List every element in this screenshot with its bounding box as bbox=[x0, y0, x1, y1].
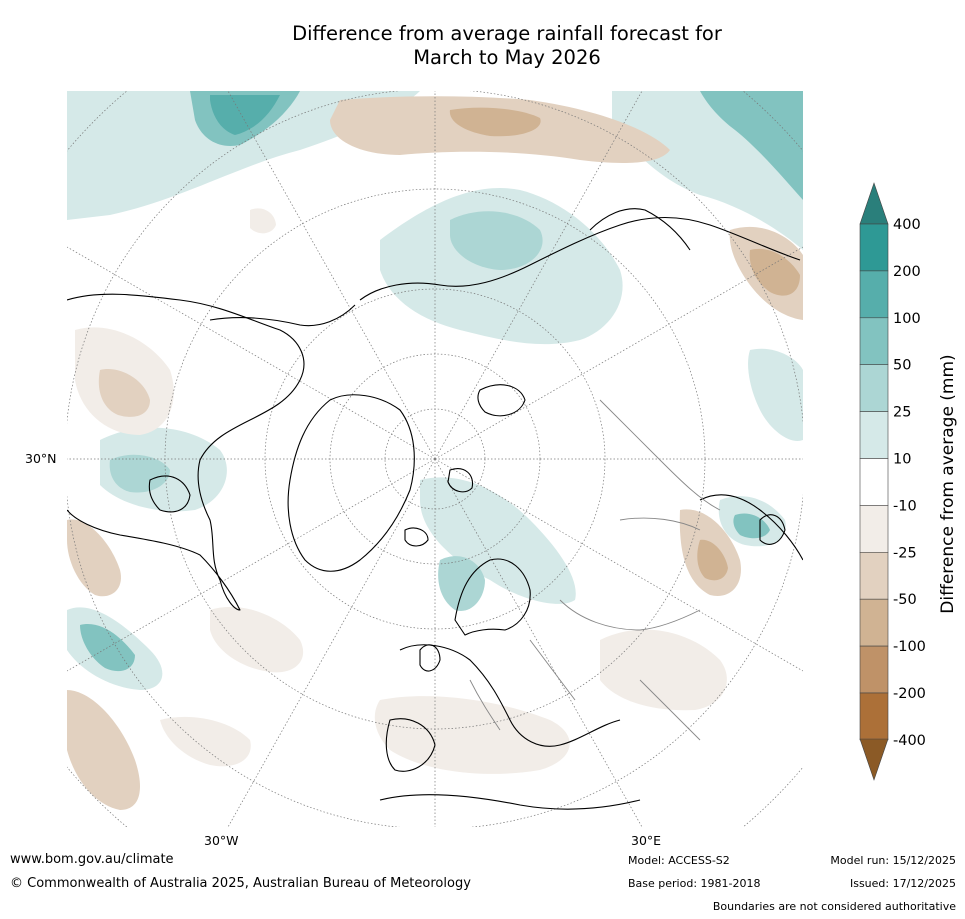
footer-model: Model: ACCESS-S2 bbox=[628, 854, 730, 867]
colorbar-band-2 bbox=[859, 317, 889, 365]
colorbar-tick-label: -100 bbox=[893, 639, 926, 655]
coastline-north-america bbox=[67, 293, 305, 611]
colorbar-extend-top bbox=[859, 182, 889, 225]
coastline-arctic-islands bbox=[477, 384, 526, 417]
country-borders bbox=[469, 399, 721, 741]
coastlines bbox=[67, 208, 803, 810]
colorbar-band-9 bbox=[859, 645, 889, 694]
colorbar-band-8 bbox=[859, 598, 889, 647]
graticule-meridian-120w bbox=[67, 246, 436, 460]
colorbar-tick-label: -400 bbox=[893, 733, 926, 749]
coastline-iberia bbox=[385, 718, 436, 772]
border-europe-mid bbox=[469, 679, 501, 731]
border-mongolia bbox=[619, 517, 701, 531]
dry-region-west-coast bbox=[67, 519, 121, 597]
border-kazakhstan bbox=[559, 599, 701, 631]
graticule-meridian-30e bbox=[434, 458, 643, 827]
coastline-kamchatka bbox=[589, 208, 691, 251]
coastline-iceland bbox=[404, 527, 429, 547]
colorbar-band-1 bbox=[859, 270, 889, 319]
colorbar-band-6 bbox=[859, 505, 889, 553]
wet-region-canada-core bbox=[109, 454, 170, 493]
chart-title: Difference from average rainfall forecas… bbox=[0, 22, 965, 70]
colorbar-band-0 bbox=[859, 223, 889, 272]
coastline-scandinavia bbox=[454, 558, 531, 636]
colorbar-tick-label: -200 bbox=[893, 686, 926, 702]
wet-region-north-pacific-inner bbox=[210, 95, 280, 135]
colorbar-ticks: 400 200 100 50 25 10 -10 -25 -50 -100 -200 -400 bbox=[893, 217, 926, 749]
lat-label-30n: 30°N bbox=[25, 451, 57, 466]
footer-issued: Issued: 17/12/2025 bbox=[849, 877, 956, 890]
dry-region-arctic-ocean-core bbox=[449, 107, 541, 137]
dry-region-north-america-east bbox=[210, 606, 304, 673]
colorbar-bands bbox=[859, 223, 889, 741]
coastline-svalbard bbox=[447, 468, 474, 493]
footer-base-period: Base period: 1981-2018 bbox=[628, 877, 761, 890]
dry-region-mediterranean bbox=[374, 696, 570, 774]
footer-disclaimer: Boundaries are not considered authoritat… bbox=[712, 900, 956, 913]
colorbar-tick-label: 200 bbox=[893, 264, 921, 280]
wet-region-pacific-east bbox=[748, 348, 803, 441]
graticule-meridian-150w bbox=[227, 91, 436, 460]
coastline-greenland bbox=[287, 394, 415, 572]
dry-anomaly-regions bbox=[67, 96, 803, 810]
colorbar-tick-label: -50 bbox=[893, 592, 917, 608]
dry-region-small-north bbox=[250, 208, 276, 234]
colorbar-band-3 bbox=[859, 364, 889, 412]
lon-label-30w: 30°W bbox=[204, 833, 239, 848]
footer-model-run: Model run: 15/12/2025 bbox=[830, 854, 956, 867]
graticule bbox=[67, 91, 803, 827]
lon-label-30e: 30°E bbox=[631, 833, 662, 848]
colorbar-band-7 bbox=[859, 551, 889, 600]
coastline-east-asia bbox=[699, 494, 803, 561]
wet-region-siberia-core bbox=[450, 211, 543, 270]
dry-region-east-siberia-core bbox=[749, 248, 800, 296]
colorbar-tick-label: 50 bbox=[893, 358, 911, 374]
coastline-north-africa bbox=[379, 794, 641, 810]
graticule-meridian-30w bbox=[227, 458, 436, 827]
wet-region-north-atlantic bbox=[420, 477, 576, 604]
dry-region-central-asia bbox=[600, 629, 727, 711]
coastline-alaska bbox=[209, 304, 356, 327]
border-europe-east bbox=[529, 639, 576, 701]
title-line-1: Difference from average rainfall forecas… bbox=[292, 22, 722, 45]
wet-region-northeast-core bbox=[700, 91, 803, 200]
border-russia-china bbox=[599, 399, 721, 511]
colorbar-tick-label: 100 bbox=[893, 311, 921, 327]
colorbar-band-5 bbox=[859, 458, 889, 506]
dry-region-southwest bbox=[67, 690, 140, 810]
coastline-europe bbox=[399, 644, 621, 747]
graticule-meridian-120e bbox=[434, 246, 803, 460]
wet-region-west-pacific-core bbox=[80, 624, 135, 672]
dry-region-china-core bbox=[697, 539, 728, 581]
colorbar-tick-label: -25 bbox=[893, 545, 917, 561]
colorbar-tick-label: 400 bbox=[893, 217, 921, 233]
colorbar-band-10 bbox=[859, 692, 889, 741]
wet-region-scandinavia bbox=[438, 556, 485, 611]
coastline-hudson-bay bbox=[148, 475, 191, 513]
footer-website[interactable]: www.bom.gov.au/climate bbox=[10, 852, 174, 867]
graticule-meridian-60e bbox=[434, 458, 803, 672]
graticule-meridian-150e bbox=[434, 91, 643, 460]
colorbar-label: Difference from average (mm) bbox=[938, 354, 958, 613]
colorbar-extend-bottom bbox=[859, 738, 889, 781]
wet-anomaly-regions bbox=[67, 91, 803, 690]
colorbar-band-4 bbox=[859, 411, 889, 459]
coastline-siberia bbox=[359, 216, 801, 301]
coastline-japan bbox=[759, 514, 786, 545]
graticule-meridian-60w bbox=[67, 458, 436, 672]
colorbar-tick-label: -10 bbox=[893, 498, 917, 514]
dry-region-north-pacific-west-core bbox=[98, 369, 150, 417]
colorbar-tick-label: 10 bbox=[893, 452, 911, 468]
graticule-circle-60n bbox=[264, 288, 606, 630]
coastline-uk bbox=[419, 644, 441, 672]
title-line-2: March to May 2026 bbox=[413, 46, 601, 69]
border-central-asia bbox=[639, 679, 701, 741]
colorbar-tick-label: 25 bbox=[893, 405, 911, 421]
footer-copyright: © Commonwealth of Australia 2025, Austra… bbox=[10, 876, 471, 891]
